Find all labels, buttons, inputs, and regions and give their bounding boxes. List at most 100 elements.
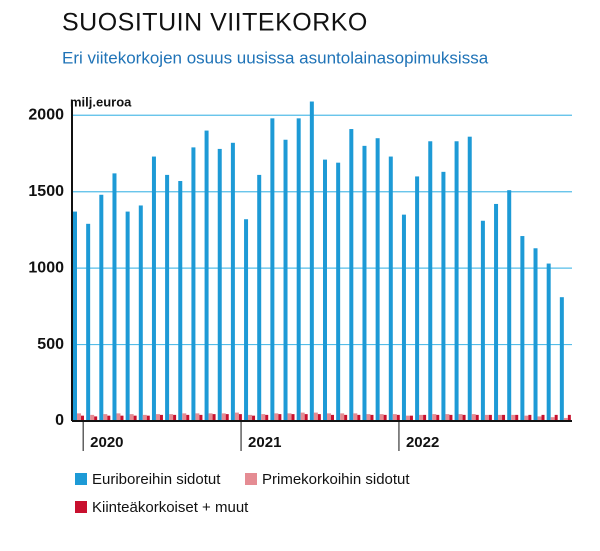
bar <box>244 219 249 421</box>
bar <box>212 414 216 421</box>
bar <box>475 414 479 421</box>
bar <box>520 236 525 421</box>
bar <box>515 414 519 421</box>
x-tick-label: 2020 <box>90 434 123 451</box>
bar <box>428 141 433 421</box>
bar <box>116 413 121 421</box>
bar <box>133 415 137 421</box>
bar <box>159 414 163 421</box>
bar <box>103 414 108 421</box>
bar <box>454 141 459 421</box>
bar <box>234 412 239 421</box>
bar <box>441 171 446 421</box>
bar <box>77 413 81 421</box>
bar <box>112 173 117 421</box>
bar <box>225 414 229 421</box>
bar <box>287 413 292 421</box>
bar <box>257 174 262 421</box>
bar <box>445 414 450 421</box>
bar <box>291 414 295 421</box>
bar <box>178 181 183 421</box>
bar <box>274 413 279 421</box>
legend-swatch <box>75 501 87 513</box>
bar <box>480 220 485 421</box>
bar <box>81 415 84 421</box>
bar <box>204 130 209 422</box>
bar <box>370 414 374 421</box>
bar <box>165 174 170 421</box>
bar <box>528 414 532 421</box>
bar <box>388 156 393 422</box>
bar <box>458 414 463 421</box>
bar <box>155 414 160 421</box>
bar <box>278 414 282 421</box>
bar <box>317 414 321 421</box>
bar <box>252 415 256 421</box>
bar <box>541 414 545 421</box>
bar <box>419 414 424 421</box>
chart-title: SUOSITUIN VIITEKORKO <box>62 9 368 37</box>
bar <box>537 416 542 421</box>
bar <box>208 413 213 421</box>
y-tick-label: 1500 <box>28 183 64 200</box>
chart-subtitle: Eri viitekorkojen osuus uusissa asuntola… <box>62 48 489 67</box>
bar <box>507 190 512 421</box>
bar <box>331 414 334 421</box>
bar <box>313 412 318 421</box>
bar <box>357 414 361 421</box>
bar <box>327 413 331 421</box>
bar <box>511 414 516 421</box>
bar <box>94 416 98 421</box>
y-tick-label: 1000 <box>28 259 64 276</box>
bar <box>304 414 308 421</box>
bar <box>283 139 288 421</box>
bar <box>349 129 354 422</box>
bar <box>142 414 147 421</box>
bar <box>415 176 420 421</box>
x-tick-label: 2022 <box>406 434 439 451</box>
bar <box>449 414 453 421</box>
bar <box>563 417 568 421</box>
bar <box>230 142 235 422</box>
y-tick-label: 500 <box>37 336 64 353</box>
bar <box>265 414 269 421</box>
bar <box>546 263 551 421</box>
bar <box>86 223 91 421</box>
bar <box>550 417 555 421</box>
bar <box>336 162 341 421</box>
bar <box>221 413 226 421</box>
bar <box>323 159 327 421</box>
bar <box>146 415 150 421</box>
bar <box>567 414 571 421</box>
bar <box>488 414 492 421</box>
bar <box>199 414 203 421</box>
bar <box>362 145 367 421</box>
bar <box>296 118 301 421</box>
bar <box>344 414 348 421</box>
bar <box>129 414 134 421</box>
bar <box>248 414 253 421</box>
legend-swatch <box>245 473 257 485</box>
bar <box>270 118 275 421</box>
bar <box>99 194 104 421</box>
bar <box>471 414 476 421</box>
bar <box>498 414 503 421</box>
bar <box>401 214 406 421</box>
bar <box>173 414 177 421</box>
bar <box>107 415 111 421</box>
bar <box>405 415 410 421</box>
bar <box>502 414 506 421</box>
bar <box>195 413 200 421</box>
bar <box>494 203 499 421</box>
bar <box>462 414 466 421</box>
bar <box>366 414 371 421</box>
bar <box>379 414 384 421</box>
x-tick-label: 2021 <box>248 434 281 451</box>
bar <box>217 148 222 421</box>
bar <box>436 414 440 421</box>
y-axis-label: milj.euroa <box>70 94 132 109</box>
bar <box>524 415 529 421</box>
bar <box>423 414 427 421</box>
bar <box>533 248 538 421</box>
